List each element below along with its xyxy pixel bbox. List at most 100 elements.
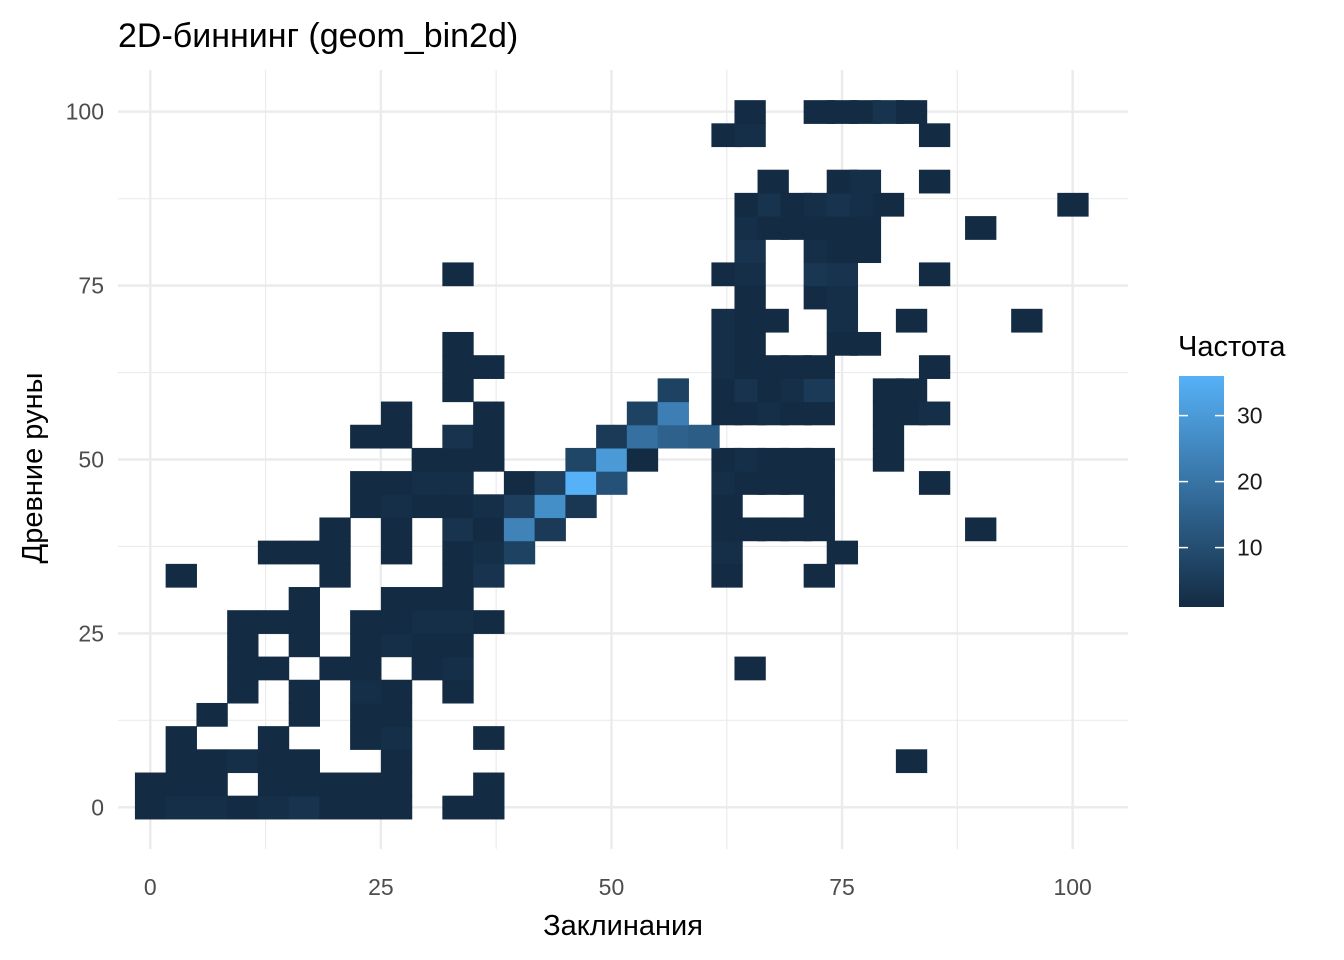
bin-cell: [350, 679, 382, 704]
legend-ticks: 10 20 30: [1179, 403, 1263, 561]
bin-cell: [849, 331, 882, 356]
bin-cell: [350, 610, 382, 634]
bin-cell: [380, 749, 413, 774]
bin-cell: [734, 100, 766, 124]
legend: Частота 10 20 30: [1178, 331, 1286, 607]
bin-cell: [442, 262, 474, 287]
bin-cell: [196, 795, 228, 820]
bin-cell: [319, 563, 351, 588]
bin-cell: [350, 772, 382, 797]
bin-cell: [380, 471, 413, 495]
bin-cell: [1011, 308, 1043, 333]
bin-cell: [288, 772, 321, 797]
bin-cell: [473, 795, 505, 820]
bin-cell: [534, 517, 566, 542]
bin-cell: [473, 401, 505, 426]
bin-cell: [165, 726, 197, 750]
bin-cell: [257, 540, 290, 565]
bin-cell: [380, 401, 413, 426]
plot-area: [118, 70, 1128, 849]
bin-cell: [350, 726, 382, 750]
bin-cell: [596, 447, 628, 472]
bin-cell: [565, 494, 597, 519]
bin-cell: [442, 679, 474, 704]
bin-cell: [319, 772, 351, 797]
bin-cell: [849, 169, 882, 194]
y-axis-title: Древние руны: [17, 373, 49, 564]
bin-cell: [380, 494, 413, 519]
bin-cell: [257, 749, 290, 774]
bin-cell: [442, 656, 474, 681]
bin-cell: [872, 424, 905, 449]
y-axis: 0 25 50 75 100: [66, 99, 104, 821]
bin-cell: [503, 540, 536, 565]
bin-cell: [411, 447, 443, 472]
bin-cell: [165, 749, 197, 774]
bin-cell: [227, 633, 259, 658]
bin-cell: [473, 540, 505, 565]
bin-cell: [442, 633, 474, 658]
bin-cell: [134, 772, 167, 797]
bin-cell: [442, 795, 474, 820]
bin-cell: [534, 471, 566, 495]
bin-cell: [1057, 192, 1089, 217]
bin-cell: [872, 447, 905, 472]
x-tick-label: 75: [829, 874, 855, 900]
bin-cell: [734, 239, 766, 264]
bin-cell: [895, 100, 928, 124]
bin-cell: [350, 633, 382, 658]
bin-cell: [473, 610, 505, 634]
bin-cell: [380, 679, 413, 704]
bin-cell: [227, 795, 259, 820]
bin-cell: [442, 494, 474, 519]
bin-cell: [757, 308, 789, 333]
legend-tick-label: 20: [1237, 469, 1263, 495]
bin-cell: [350, 471, 382, 495]
bin-cell: [803, 401, 835, 426]
bin-cell: [918, 262, 951, 287]
bin-cell: [411, 587, 443, 611]
bin-cell: [350, 656, 382, 681]
bin-cell: [165, 563, 197, 588]
bin-cell: [350, 424, 382, 449]
bin-cell: [442, 517, 474, 542]
x-tick-label: 100: [1053, 874, 1091, 900]
bin-cell: [288, 610, 321, 634]
y-tick-label: 0: [91, 794, 104, 820]
bin-cell: [257, 656, 290, 681]
bin-cell: [803, 471, 835, 495]
bin-cell: [380, 702, 413, 727]
bin-cell: [657, 401, 689, 426]
x-axis: 0 25 50 75 100: [144, 874, 1092, 900]
bin-cell: [442, 447, 474, 472]
bin-cell: [442, 355, 474, 379]
bin-cell: [534, 494, 566, 519]
bin-cell: [473, 447, 505, 472]
bin-cell: [288, 795, 321, 820]
bin-cell: [442, 587, 474, 611]
bin-cell: [734, 262, 766, 287]
bin-cell: [826, 540, 859, 565]
bin-cell: [849, 216, 882, 240]
bin-cell: [826, 262, 859, 287]
y-tick-label: 100: [66, 99, 104, 125]
bin-cell: [411, 610, 443, 634]
bin-cell: [688, 424, 720, 449]
bin-cell: [826, 285, 859, 310]
bin-cell: [803, 563, 835, 588]
bin-cell: [918, 355, 951, 379]
bin-cell: [734, 285, 766, 310]
bin-cell: [319, 656, 351, 681]
bin-cell: [803, 494, 835, 519]
bin-cell: [711, 494, 743, 519]
y-tick-label: 25: [78, 620, 104, 646]
bin-cell: [288, 587, 321, 611]
bin-cell: [350, 795, 382, 820]
bin-cell: [257, 726, 290, 750]
bin-cell: [503, 494, 536, 519]
bin-cell: [442, 540, 474, 565]
bin-cell: [319, 540, 351, 565]
bin-cell: [227, 656, 259, 681]
bin-cell: [965, 216, 997, 240]
